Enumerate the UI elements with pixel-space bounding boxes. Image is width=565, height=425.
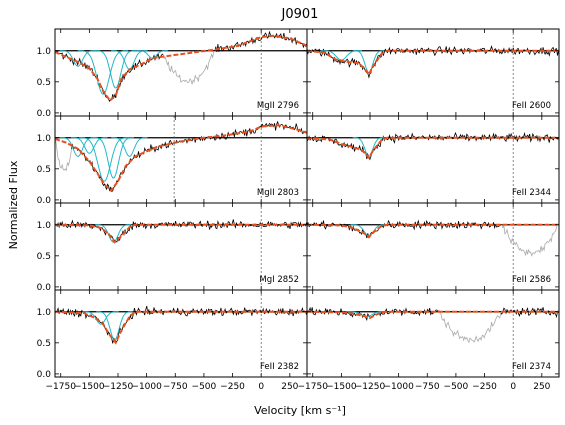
component-profile-3 <box>59 137 96 157</box>
y-tick-label: 0.5 <box>37 252 51 262</box>
panel-mgi-2852: 0.0 0.5 1.0 MgI 2852 <box>37 202 308 293</box>
data-spectrum-line <box>71 120 307 192</box>
blended-data-line <box>437 309 502 344</box>
panel-ion-label: MgII 2803 <box>257 188 299 198</box>
panel-feii-2586: FeII 2586 <box>306 202 560 291</box>
x-tick-label: 250 <box>533 382 550 392</box>
panel-plot-area <box>307 290 559 377</box>
y-tick-label: 1.0 <box>37 134 52 144</box>
data-spectrum-line <box>55 219 307 243</box>
x-tick-label: −1750 <box>46 382 77 392</box>
data-spectrum-line <box>307 219 501 239</box>
component-profile-2 <box>352 50 385 74</box>
panel-plot-area <box>307 203 559 290</box>
y-tick-label: 0.0 <box>37 370 52 380</box>
x-tick-label: −500 <box>444 382 469 392</box>
panel-plot-area <box>55 116 307 203</box>
y-tick-label: 0.0 <box>37 283 52 293</box>
x-tick-label: −1250 <box>103 382 134 392</box>
model-fit-line <box>307 310 559 320</box>
panel-plot-area <box>307 116 559 203</box>
model-fit-line <box>55 310 307 345</box>
panel-feii-2600: FeII 2600 <box>306 28 560 117</box>
data-spectrum-line <box>500 307 559 319</box>
y-tick-label: 0.5 <box>37 165 51 175</box>
panel-plot-area <box>55 203 307 290</box>
x-tick-label: 0 <box>510 382 516 392</box>
y-tick-label: 1.0 <box>37 221 52 231</box>
data-spectrum-line <box>214 30 307 53</box>
component-profile-2 <box>92 137 134 179</box>
y-tick-label: 0.5 <box>37 78 51 88</box>
blended-data-line <box>500 222 559 257</box>
component-profile-4 <box>71 137 108 154</box>
data-spectrum-line <box>55 50 164 103</box>
component-profile-1 <box>82 311 119 325</box>
y-tick-label: 0.5 <box>37 339 51 349</box>
model-fit-line <box>307 223 559 239</box>
x-tick-label: −1500 <box>326 382 357 392</box>
x-tick-label: −500 <box>192 382 217 392</box>
component-profile-1 <box>95 224 132 243</box>
data-spectrum-line <box>307 306 439 322</box>
panel-mgii-2803: 0.0 0.5 1.0 MgII 2803 <box>37 115 308 206</box>
panel-ion-label: MgI 2852 <box>259 275 299 285</box>
component-profile-4 <box>111 50 148 70</box>
component-profile-5 <box>136 50 168 59</box>
panel-plot-area <box>55 290 307 377</box>
panel-feii-2382: 0.0 0.5 1.0 −1750−1500−1250−1000 −750 −500 −25… <box>37 289 308 392</box>
component-profile-5 <box>111 137 148 157</box>
x-tick-label: −1750 <box>298 382 329 392</box>
model-fit-line <box>55 223 307 244</box>
panels-group: 0.0 0.5 1.0 MgII 2796 FeII 2600 0.0 0.5 1.0 MgII… <box>37 28 560 392</box>
blended-data-line <box>162 50 215 85</box>
panel-frame <box>306 289 560 378</box>
x-tick-label: −250 <box>220 382 245 392</box>
y-tick-label: 1.0 <box>37 47 52 57</box>
component-profile-1 <box>320 50 362 61</box>
x-tick-label: −1500 <box>74 382 105 392</box>
y-tick-label: 1.0 <box>37 308 52 318</box>
x-tick-label: −1000 <box>383 382 414 392</box>
x-tick-label: −750 <box>163 382 188 392</box>
component-profile-1 <box>79 137 130 182</box>
x-tick-label: −1000 <box>131 382 162 392</box>
panel-feii-2374: −1750−1500−1250−1000 −750 −500 −250 0 250 FeII… <box>298 289 560 392</box>
panel-ion-label: FeII 2344 <box>512 188 551 198</box>
y-tick-label: 0.0 <box>37 109 52 119</box>
x-tick-label: −750 <box>415 382 440 392</box>
panel-ion-label: FeII 2382 <box>260 362 299 372</box>
component-profile-3 <box>59 50 96 67</box>
panel-ion-label: MgII 2796 <box>257 101 299 111</box>
model-fit-line <box>307 136 559 160</box>
panel-plot-area <box>55 29 307 116</box>
x-tick-label: 250 <box>281 382 298 392</box>
component-profile-2 <box>95 50 137 89</box>
component-profile-2 <box>96 311 133 341</box>
model-fit-line <box>55 34 307 102</box>
component-profile-1 <box>352 137 385 157</box>
panel-plot-area <box>307 29 559 116</box>
y-tick-label: 0.0 <box>37 196 52 206</box>
data-spectrum-line <box>307 45 559 79</box>
figure-title: J0901 <box>281 7 319 22</box>
panel-mgii-2796: 0.0 0.5 1.0 MgII 2796 <box>37 28 308 119</box>
blended-data-line <box>55 137 72 172</box>
x-tick-label: 0 <box>258 382 264 392</box>
y-axis-label: Normalized Flux <box>7 160 20 249</box>
panel-ion-label: FeII 2586 <box>512 275 551 285</box>
panel-feii-2344: FeII 2344 <box>306 115 560 204</box>
panel-ion-label: FeII 2600 <box>512 101 551 111</box>
model-fit-line <box>55 124 307 193</box>
x-tick-label: −250 <box>472 382 497 392</box>
x-axis-label: Velocity [km s⁻¹] <box>254 404 346 417</box>
model-fit-line <box>307 49 559 77</box>
x-tick-label: −1250 <box>355 382 386 392</box>
panel-ion-label: FeII 2374 <box>512 362 551 372</box>
